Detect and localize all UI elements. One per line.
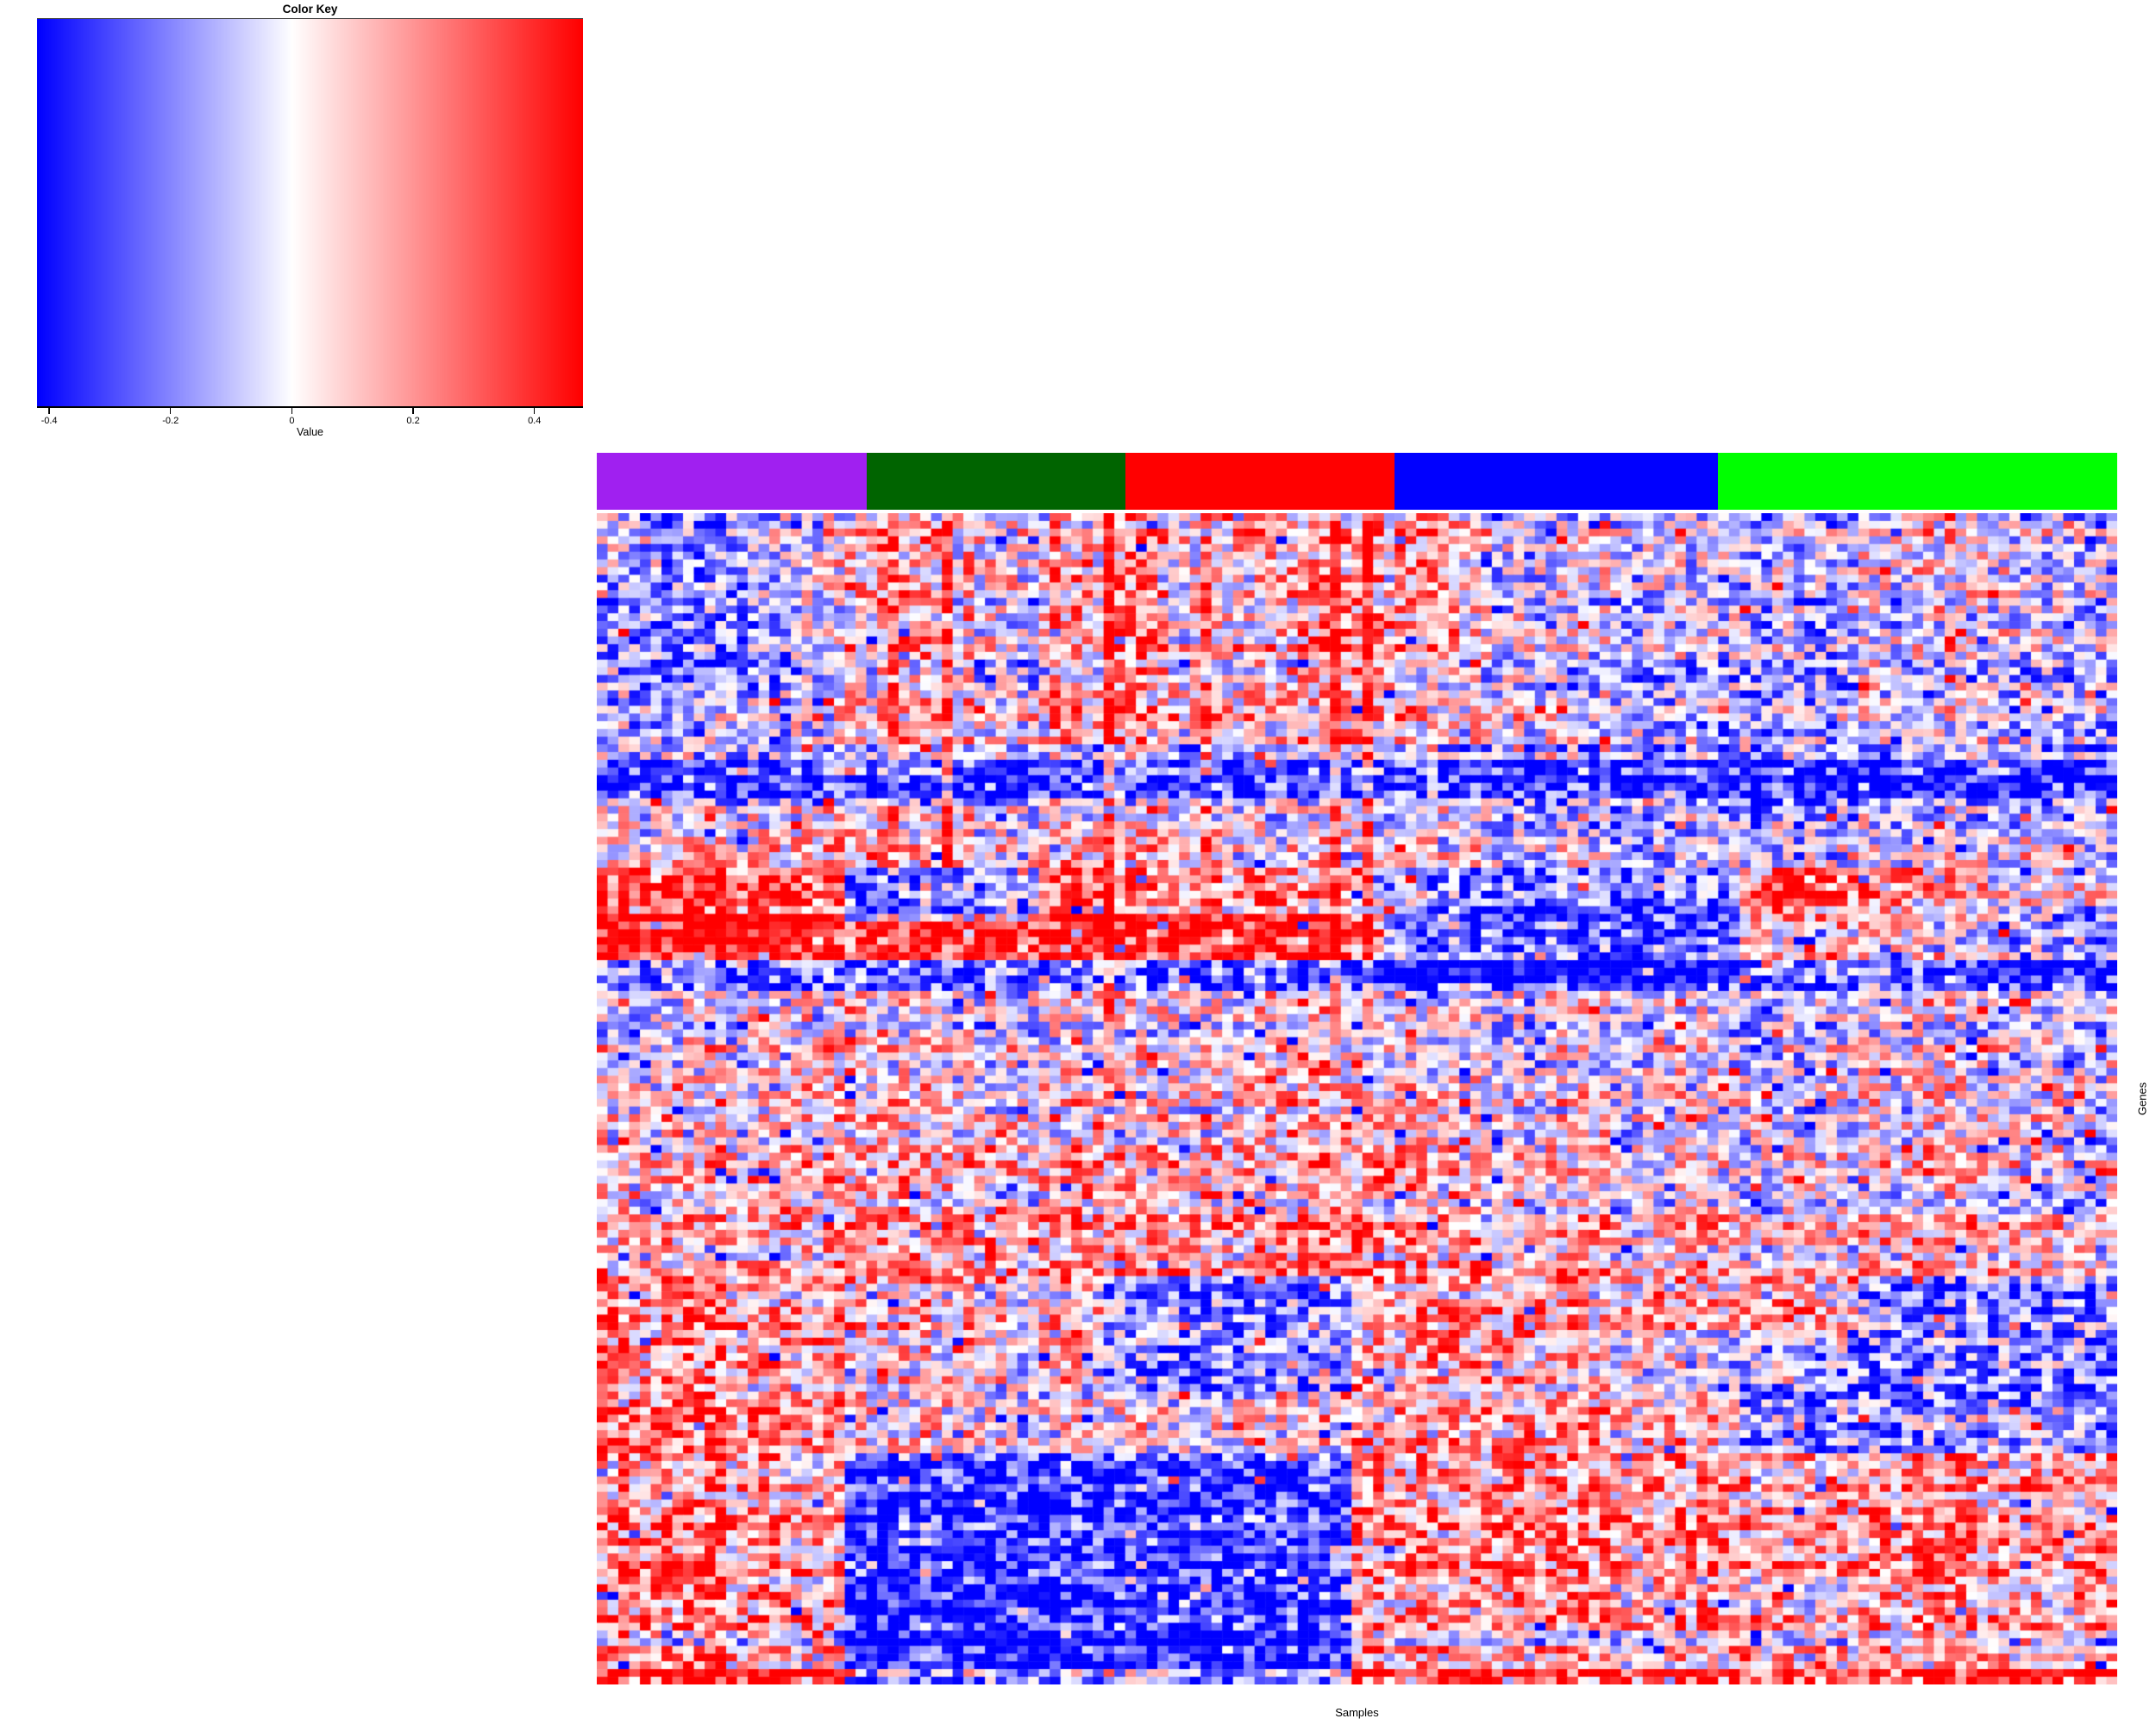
- key-tick-mark: [48, 408, 50, 414]
- heatmap-canvas: [597, 513, 2117, 1684]
- key-tick-label: 0.4: [528, 416, 542, 426]
- key-tick-mark: [291, 408, 293, 414]
- key-tick-label: -0.2: [162, 416, 179, 426]
- color-key-title: Color Key: [282, 3, 338, 16]
- col-side-group-5: [1718, 453, 2117, 510]
- samples-label: Samples: [1335, 1706, 1379, 1719]
- color-key-ticks: -0.4 -0.2 0 0.2 0.4: [37, 408, 583, 436]
- col-side-group-1: [597, 453, 867, 510]
- key-tick-mark: [533, 408, 536, 414]
- column-side-colors: [597, 453, 2117, 510]
- genes-label: Genes: [2135, 1082, 2149, 1116]
- col-side-group-2: [866, 453, 1125, 510]
- color-key-axis-line: [37, 406, 583, 408]
- key-tick-mark: [169, 408, 172, 414]
- key-tick-label: -0.4: [41, 416, 58, 426]
- key-tick-label: 0.2: [406, 416, 420, 426]
- color-key-gradient: [37, 18, 583, 407]
- key-tick-mark: [412, 408, 414, 414]
- col-side-group-4: [1395, 453, 1719, 510]
- key-tick-label: 0: [289, 416, 295, 426]
- col-side-group-3: [1125, 453, 1395, 510]
- color-key-xlabel: Value: [296, 426, 324, 438]
